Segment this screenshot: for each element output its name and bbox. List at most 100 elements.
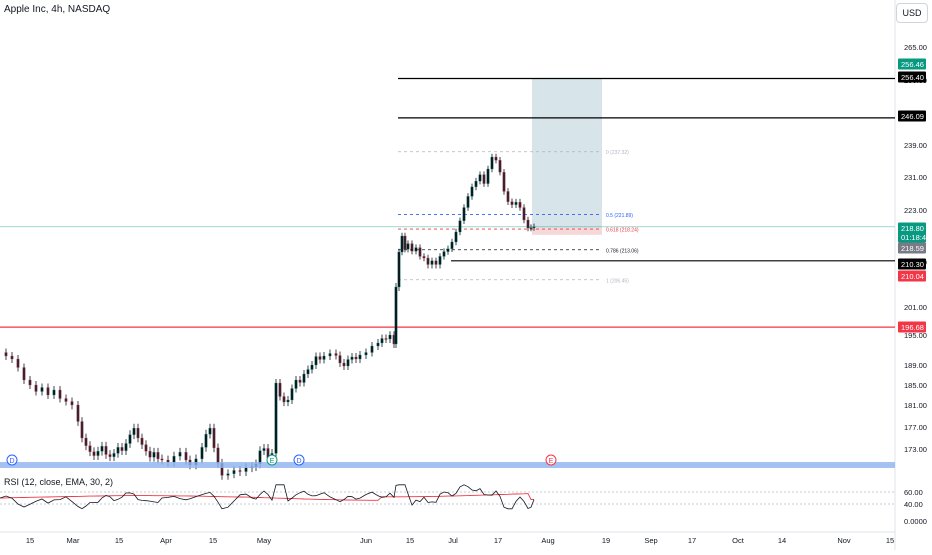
candle-body bbox=[400, 235, 404, 253]
event-marker-label-2: D bbox=[296, 458, 301, 465]
rsi-legend: RSI (12, close, EMA, 30, 2) bbox=[4, 477, 114, 487]
x-tick-9: 17 bbox=[494, 536, 502, 545]
y-tick-4: 223.00 bbox=[904, 206, 927, 215]
candle-body bbox=[380, 338, 384, 344]
x-tick-10: Aug bbox=[541, 536, 554, 545]
candle-body bbox=[506, 191, 510, 202]
price-tag-8 bbox=[898, 321, 926, 333]
fib-label-1: 0.5 (221.89) bbox=[606, 213, 633, 219]
candle-body bbox=[434, 260, 438, 265]
candle-body bbox=[156, 452, 160, 460]
price-tag-7 bbox=[898, 270, 926, 282]
rsi-tick-2: 0.0000 bbox=[904, 517, 927, 526]
candle-body bbox=[208, 427, 212, 435]
candle-body bbox=[200, 447, 204, 460]
event-marker-label-3: E bbox=[549, 458, 554, 465]
candle-body bbox=[64, 398, 68, 402]
candle-body bbox=[426, 257, 430, 265]
price-tag-6 bbox=[898, 258, 926, 270]
y-tick-7: 195.00 bbox=[904, 331, 927, 340]
candle-body bbox=[322, 355, 326, 360]
y-tick-8: 189.00 bbox=[904, 361, 927, 370]
candle-body bbox=[58, 389, 62, 399]
candle-body bbox=[16, 358, 20, 368]
candle-body bbox=[140, 437, 144, 445]
price-tag-1 bbox=[898, 71, 926, 83]
candle-body bbox=[466, 196, 470, 208]
event-marker-label-0: D bbox=[9, 458, 14, 465]
candle-body bbox=[128, 434, 132, 444]
x-tick-4: 15 bbox=[209, 536, 217, 545]
currency-button[interactable]: USD bbox=[896, 3, 928, 23]
candle-body bbox=[376, 342, 380, 347]
candle-body bbox=[184, 452, 188, 461]
candle-body bbox=[46, 387, 50, 396]
candle-body bbox=[274, 382, 278, 454]
candle-body bbox=[470, 186, 474, 197]
candle-body bbox=[529, 227, 533, 229]
x-tick-14: Oct bbox=[732, 536, 745, 545]
y-tick-3: 231.00 bbox=[904, 173, 927, 182]
price-tag-label-0: 256.46 bbox=[901, 60, 924, 69]
candle-body bbox=[232, 470, 236, 474]
candle-body bbox=[410, 243, 414, 252]
price-tag-label-2: 246.09 bbox=[901, 112, 924, 121]
candle-body bbox=[350, 356, 354, 360]
target-zone bbox=[532, 78, 602, 229]
fib-label-3: 0.786 (213.06) bbox=[606, 248, 639, 254]
x-tick-17: 15 bbox=[886, 536, 894, 545]
candle-body bbox=[10, 355, 14, 360]
candle-body bbox=[414, 247, 418, 252]
x-tick-6: Jun bbox=[360, 536, 372, 545]
y-tick-0: 265.00 bbox=[904, 43, 927, 52]
price-tag-2 bbox=[898, 110, 926, 122]
candle-body bbox=[148, 451, 152, 458]
candle-body bbox=[462, 207, 466, 221]
candle-body bbox=[298, 379, 302, 383]
event-marker-label-1: E bbox=[270, 458, 275, 465]
symbol-title: Apple Inc, 4h, NASDAQ bbox=[4, 4, 111, 15]
candle-body bbox=[124, 443, 128, 451]
candle-body bbox=[92, 451, 96, 456]
candle-body bbox=[474, 180, 478, 188]
candle-body bbox=[178, 452, 182, 457]
candle-body bbox=[100, 446, 104, 452]
candle-body bbox=[282, 396, 286, 403]
x-tick-2: 15 bbox=[115, 536, 123, 545]
candle-body bbox=[328, 353, 332, 357]
candle-body bbox=[116, 447, 120, 454]
candle-body bbox=[342, 362, 346, 367]
candle-body bbox=[160, 458, 164, 461]
candle-body bbox=[422, 256, 426, 259]
price-tag-0 bbox=[898, 58, 926, 70]
candle-body bbox=[40, 387, 44, 392]
candle-body bbox=[314, 356, 318, 366]
candle-body bbox=[364, 352, 368, 356]
x-tick-0: 15 bbox=[26, 536, 34, 545]
candle-body bbox=[442, 251, 446, 257]
candle-body bbox=[450, 241, 454, 249]
candle-body bbox=[494, 156, 498, 161]
candle-body bbox=[258, 450, 262, 464]
candle-body bbox=[430, 260, 434, 265]
rsi-tick-1: 40.00 bbox=[904, 500, 923, 509]
price-tag-label-4: 01:18:46 bbox=[901, 233, 930, 242]
candle-body bbox=[458, 220, 462, 233]
x-tick-1: Mar bbox=[67, 536, 80, 545]
event-marker-3 bbox=[545, 454, 557, 466]
candle-body bbox=[278, 382, 282, 397]
x-tick-5: May bbox=[257, 536, 271, 545]
candle-body bbox=[80, 421, 84, 439]
y-tick-12: 173.00 bbox=[904, 445, 927, 454]
price-tag-label-3: 218.80 bbox=[901, 224, 924, 233]
event-marker-1 bbox=[266, 454, 278, 466]
candle-body bbox=[22, 367, 26, 381]
candle-body bbox=[510, 201, 514, 205]
candle-body bbox=[406, 243, 410, 250]
rsi-line bbox=[0, 484, 535, 510]
candle-body bbox=[306, 369, 310, 375]
candle-body bbox=[238, 470, 242, 472]
candle-body bbox=[104, 446, 108, 455]
